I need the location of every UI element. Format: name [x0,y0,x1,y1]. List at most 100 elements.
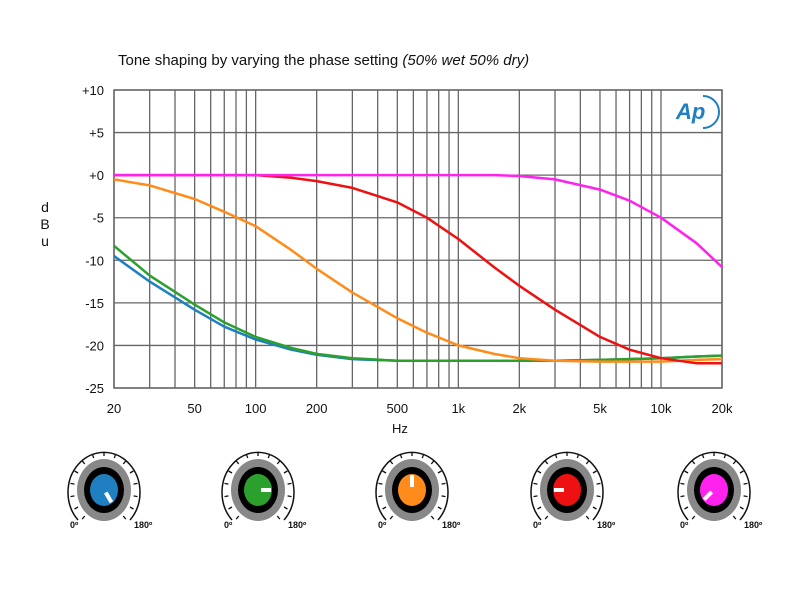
knob-tick [596,482,601,485]
knob-tick [228,506,233,510]
phase-knob-3: 0º 180º [375,451,461,530]
knob-tick [283,470,288,474]
knob-tick [283,506,288,510]
x-tick-label: 10k [651,401,672,416]
knob-tick [122,515,127,520]
y-tick-label: -5 [92,211,104,226]
knob-tick [235,460,240,465]
y-axis-label: u [41,233,49,249]
knob-tick [684,506,689,510]
knob-tick [732,515,737,520]
knob-tick [129,506,134,510]
knob-tick [378,495,383,498]
knob-tick [680,482,685,485]
knob-tick [228,470,233,474]
knob-tick [133,495,138,498]
knob-tick [276,515,281,520]
y-tick-label: -15 [85,296,104,311]
knob-tick [245,454,249,459]
phase-knob-2: 0º 180º [221,451,307,530]
knob-tick [684,470,689,474]
knob-pointer [702,490,714,502]
phase-knob-4: 0º 180º [530,451,616,530]
knob-tick [585,460,590,465]
knob-tick [441,495,446,498]
y-axis-label: d [41,199,49,215]
knob-tick [382,470,387,474]
x-tick-label: 100 [245,401,267,416]
knob-tick [544,515,549,520]
knob-tick [554,454,558,459]
y-tick-label: -10 [85,253,104,268]
knob-tick [437,470,442,474]
knob-cap [90,474,118,506]
knob-tick [122,460,127,465]
y-axis-label: B [40,216,49,232]
knob-tick [399,454,403,459]
knob-cap [244,474,272,506]
ap-logo: Ap [675,99,705,124]
knob-tick [430,460,435,465]
knob-tick [576,454,580,459]
knob-tick [267,454,271,459]
knob-tick [287,482,292,485]
y-tick-label: -25 [85,381,104,396]
y-tick-label: +10 [82,83,104,98]
knob-tick [382,506,387,510]
x-tick-label: 50 [187,401,201,416]
series-line-magenta [114,173,723,269]
knob-tick [421,454,425,459]
x-tick-label: 2k [512,401,526,416]
knob-tick [81,460,86,465]
knob-max-label: 180º [744,520,763,530]
knob-tick [74,506,79,510]
knob-tick [533,495,538,498]
knob-tick [743,495,748,498]
series-line-green [113,244,723,363]
knob-tick [70,482,75,485]
knob-max-label: 180º [597,520,616,530]
knob-tick [389,460,394,465]
y-tick-label: +0 [89,168,104,183]
knob-tick [585,515,590,520]
knob-tick [113,454,117,459]
chart-title: Tone shaping by varying the phase settin… [118,52,529,69]
knob-tick [235,515,240,520]
knob-cap [398,474,426,506]
x-axis-label: Hz [392,421,408,436]
knob-tick [544,460,549,465]
knob-tick [592,470,597,474]
knob-tick [81,515,86,520]
series-line-orange [113,178,723,363]
knob-tick [680,495,685,498]
knob-max-label: 180º [442,520,461,530]
knob-tick [224,482,229,485]
knob-max-label: 180º [134,520,153,530]
knob-tick [691,515,696,520]
knob-tick [287,495,292,498]
knob-tick [74,470,79,474]
title-italic: (50% wet 50% dry) [402,52,530,69]
knob-tick [224,495,229,498]
knob-tick [537,470,542,474]
x-tick-label: 5k [593,401,607,416]
knob-tick [739,506,744,510]
x-tick-label: 200 [306,401,328,416]
knob-tick [701,454,705,459]
phase-knob-5: 0º 180º [677,451,763,530]
knob-tick [441,482,446,485]
title-text: Tone shaping by varying the phase settin… [118,52,399,69]
x-tick-label: 1k [451,401,465,416]
knob-tick [276,460,281,465]
x-tick-label: 500 [386,401,408,416]
knob-pointer [103,491,114,504]
knob-tick [129,470,134,474]
knob-tick [596,495,601,498]
knob-tick [537,506,542,510]
knob-tick [723,454,727,459]
knob-min-label: 0º [680,520,689,530]
knob-cap [553,474,581,506]
y-tick-label: -20 [85,338,104,353]
x-tick-label: 20k [712,401,733,416]
